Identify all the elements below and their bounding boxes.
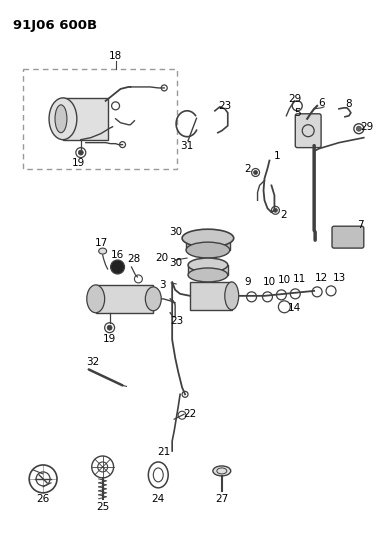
Text: 26: 26	[36, 494, 50, 504]
Ellipse shape	[188, 268, 228, 282]
Circle shape	[111, 260, 124, 274]
Ellipse shape	[49, 98, 77, 140]
Text: 29: 29	[289, 94, 302, 104]
Text: 10: 10	[278, 275, 291, 285]
Text: 25: 25	[96, 502, 109, 512]
Text: 30: 30	[170, 227, 183, 237]
Text: 30: 30	[170, 258, 183, 268]
Text: 27: 27	[215, 494, 229, 504]
Circle shape	[254, 171, 257, 174]
Ellipse shape	[213, 466, 231, 476]
FancyBboxPatch shape	[63, 98, 108, 140]
Text: 32: 32	[86, 357, 99, 367]
FancyBboxPatch shape	[96, 285, 153, 313]
Text: 19: 19	[72, 158, 85, 167]
Text: 22: 22	[183, 409, 197, 419]
Circle shape	[78, 150, 83, 155]
Text: 11: 11	[292, 274, 306, 284]
Text: 6: 6	[318, 98, 324, 108]
FancyBboxPatch shape	[190, 282, 232, 310]
Text: 2: 2	[244, 164, 251, 174]
FancyBboxPatch shape	[188, 265, 228, 275]
Text: 21: 21	[158, 447, 171, 457]
Ellipse shape	[225, 282, 239, 310]
Ellipse shape	[145, 287, 161, 311]
Text: 1: 1	[274, 151, 281, 160]
Ellipse shape	[188, 258, 228, 272]
Text: 10: 10	[263, 277, 276, 287]
Text: 13: 13	[332, 273, 346, 283]
Text: 9: 9	[244, 277, 251, 287]
Text: 23: 23	[170, 316, 184, 326]
FancyBboxPatch shape	[295, 114, 321, 148]
Text: 23: 23	[218, 101, 231, 111]
Text: 20: 20	[156, 253, 169, 263]
FancyBboxPatch shape	[186, 238, 230, 250]
Circle shape	[273, 208, 277, 212]
Circle shape	[356, 126, 361, 131]
Text: 29: 29	[360, 122, 373, 132]
Text: 17: 17	[95, 238, 108, 248]
Text: 7: 7	[358, 220, 364, 230]
Ellipse shape	[55, 105, 67, 133]
Ellipse shape	[186, 242, 230, 258]
Ellipse shape	[182, 229, 234, 247]
Ellipse shape	[87, 285, 105, 313]
Text: 14: 14	[288, 303, 301, 313]
Text: 16: 16	[111, 250, 124, 260]
Text: 18: 18	[109, 51, 122, 61]
Text: 12: 12	[314, 273, 328, 283]
FancyBboxPatch shape	[332, 226, 364, 248]
Text: 8: 8	[346, 99, 352, 109]
Text: 91J06 600B: 91J06 600B	[13, 19, 98, 33]
Text: 24: 24	[152, 494, 165, 504]
Circle shape	[107, 325, 112, 330]
Ellipse shape	[99, 248, 106, 254]
Text: 31: 31	[181, 141, 194, 151]
Text: 3: 3	[159, 280, 165, 290]
Text: 19: 19	[103, 334, 116, 344]
Text: 2: 2	[280, 210, 287, 220]
Text: 5: 5	[294, 108, 301, 118]
Text: 28: 28	[127, 254, 140, 264]
